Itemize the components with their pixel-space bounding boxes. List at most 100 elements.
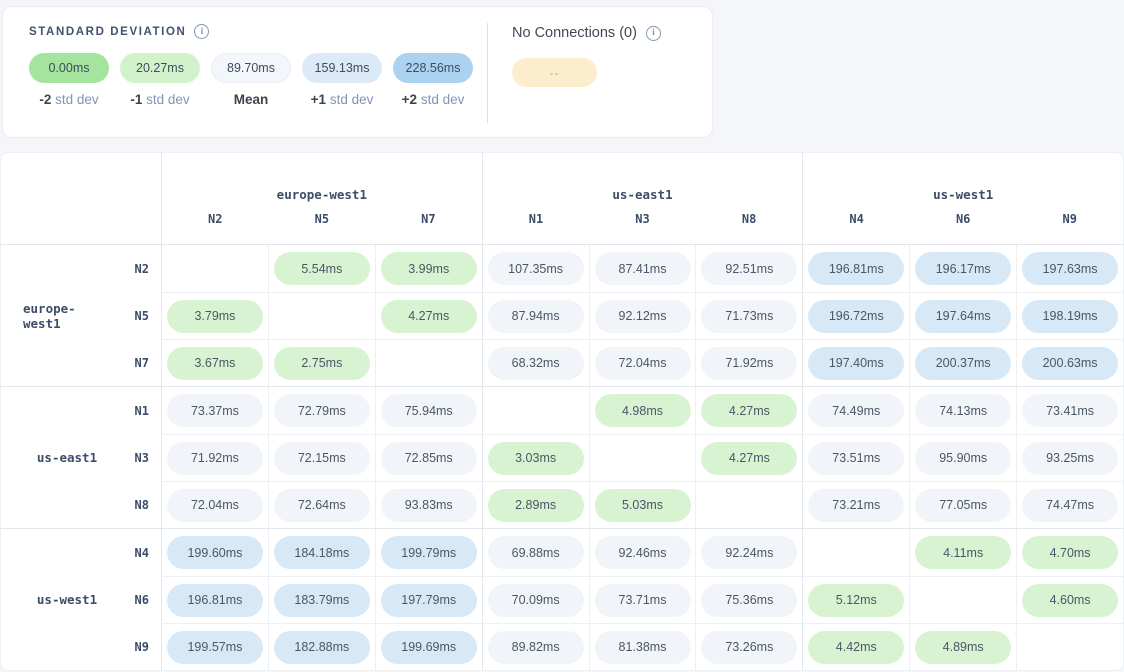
latency-cell: 87.94ms (481, 292, 589, 339)
empty-diagonal-cell (802, 529, 909, 576)
legend-pill-label: +2 std dev (401, 92, 465, 107)
matrix-column-headers: europe-west1 N2 N5 N7 us-east1 N1 N3 N8 us-west1… (1, 153, 1123, 244)
legend-pill-label: -1 std dev (130, 92, 190, 107)
row-node-label: N5 (134, 308, 149, 323)
latency-cell: 87.41ms (588, 245, 696, 292)
matrix-row: N4 199.60ms 184.18ms 199.79ms 69.88ms 92.46ms… (111, 529, 1123, 576)
empty-diagonal-cell (481, 387, 589, 434)
latency-cell: 75.36ms (695, 576, 803, 623)
row-node-label: N3 (134, 450, 149, 465)
row-node-label: N4 (134, 545, 149, 560)
matrix-row: N3 71.92ms 72.15ms 72.85ms 3.03ms 4.27ms 73.51… (111, 434, 1124, 481)
latency-pill: 89.82ms (487, 630, 584, 664)
row-node-label: N9 (134, 639, 149, 654)
matrix-row: N6 196.81ms 183.79ms 197.79ms 70.09ms 73.71ms… (111, 576, 1124, 623)
info-icon[interactable]: i (645, 25, 661, 41)
empty-diagonal-cell (695, 481, 803, 528)
latency-pill: 93.83ms (380, 488, 477, 522)
latency-pill: 73.21ms (808, 488, 905, 522)
latency-cell: 197.63ms (1016, 245, 1123, 292)
latency-cell: 196.17ms (909, 245, 1016, 292)
latency-cell: 198.19ms (1016, 292, 1124, 339)
latency-pill: 72.85ms (380, 441, 477, 475)
latency-pill: 74.47ms (1022, 488, 1119, 522)
latency-pill: 75.36ms (701, 583, 798, 617)
latency-cell: 3.67ms (161, 339, 268, 386)
latency-cell: 4.60ms (1016, 576, 1124, 623)
empty-diagonal-cell (1016, 623, 1124, 670)
latency-cell: 199.79ms (374, 529, 482, 576)
matrix-row: N5 3.79ms 4.27ms 87.94ms 92.12ms 71.73ms 196.7… (111, 292, 1124, 339)
latency-pill: 4.27ms (701, 441, 798, 475)
node-column-header: N5 (314, 212, 330, 226)
latency-pill: 199.60ms (166, 536, 263, 569)
latency-pill: 87.94ms (487, 299, 584, 333)
latency-cell: 73.37ms (161, 387, 268, 434)
latency-pill: 72.04ms (166, 488, 263, 522)
row-group-rows: N4 199.60ms 184.18ms 199.79ms 69.88ms 92.46ms… (111, 529, 1124, 670)
latency-pill: 81.38ms (594, 630, 691, 664)
latency-cell: 3.99ms (374, 245, 482, 292)
latency-cell: 4.89ms (909, 623, 1017, 670)
latency-pill: 107.35ms (487, 252, 584, 285)
legend-divider (487, 23, 488, 123)
latency-cell: 71.92ms (161, 434, 268, 481)
legend-pill-label: Mean (233, 92, 269, 107)
row-node-label: N1 (134, 403, 149, 418)
latency-pill: 4.11ms (915, 536, 1012, 569)
row-node-label: N7 (134, 355, 149, 370)
latency-cell: 73.26ms (695, 623, 803, 670)
latency-cell: 3.79ms (161, 292, 268, 339)
latency-cell: 196.81ms (161, 576, 268, 623)
latency-cell: 74.13ms (909, 387, 1016, 434)
latency-cell: 74.47ms (1016, 481, 1124, 528)
row-group-rows: N2 5.54ms 3.99ms 107.35ms 87.41ms 92.51ms 196.… (111, 245, 1124, 386)
latency-pill: 183.79ms (273, 583, 370, 617)
matrix-row-group: us-east1 N1 73.37ms 72.79ms 75.94ms 4.98ms 4.2… (1, 386, 1124, 528)
latency-pill: 92.51ms (701, 252, 798, 285)
latency-cell: 199.69ms (374, 623, 482, 670)
latency-pill: 182.88ms (273, 630, 370, 664)
latency-cell: 4.42ms (802, 623, 910, 670)
latency-cell: 75.94ms (374, 387, 482, 434)
latency-pill: 200.63ms (1022, 346, 1119, 380)
latency-pill: 4.27ms (701, 394, 798, 427)
legend-pill: 159.13ms (302, 53, 382, 83)
latency-cell: 5.03ms (588, 481, 696, 528)
column-group-header: us-east1 N1 N3 N8 (481, 153, 803, 244)
matrix-row-group: europe-west1 N2 5.54ms 3.99ms 107.35ms 87.41m… (1, 244, 1124, 386)
latency-cell: 2.75ms (267, 339, 375, 386)
latency-cell: 196.81ms (802, 245, 909, 292)
matrix-row: N9 199.57ms 182.88ms 199.69ms 89.82ms 81.38ms… (111, 623, 1124, 670)
latency-pill: 93.25ms (1022, 441, 1119, 475)
latency-cell: 3.03ms (481, 434, 589, 481)
row-group-label: us-east1 (36, 450, 98, 465)
latency-pill: 4.70ms (1022, 536, 1119, 569)
latency-cell: 5.12ms (802, 576, 910, 623)
latency-pill: 92.24ms (701, 536, 798, 569)
latency-pill: 3.79ms (166, 299, 263, 333)
latency-cell: 199.57ms (161, 623, 268, 670)
legend-pills: 0.00ms 20.27ms 89.70ms 159.13ms 228.56ms (29, 53, 487, 83)
latency-cell: 4.27ms (374, 292, 482, 339)
info-icon[interactable]: i (194, 24, 210, 39)
column-node-labels: N4 N6 N9 (803, 212, 1123, 226)
latency-pill: 74.13ms (915, 394, 1012, 427)
legend-pill-label: +1 std dev (310, 92, 374, 107)
row-node-label: N6 (134, 592, 149, 607)
latency-pill: 4.98ms (594, 394, 691, 427)
matrix-row: N1 73.37ms 72.79ms 75.94ms 4.98ms 4.27ms 74.49… (111, 387, 1123, 434)
empty-diagonal-cell (161, 245, 268, 292)
latency-cell: 4.27ms (695, 434, 803, 481)
no-connections-legend: No Connections (0) i -- (488, 7, 661, 137)
std-deviation-legend: STANDARD DEVIATION i 0.00ms 20.27ms 89.70m… (3, 7, 487, 137)
column-node-labels: N2 N5 N7 (162, 212, 482, 226)
latency-cell: 199.60ms (161, 529, 268, 576)
latency-cell: 197.40ms (802, 339, 910, 386)
latency-pill: 200.37ms (915, 346, 1012, 380)
latency-pill: 3.03ms (487, 441, 584, 475)
legend-pill: 89.70ms (211, 53, 291, 83)
column-node-labels: N1 N3 N8 (483, 212, 803, 226)
latency-pill: 4.60ms (1022, 583, 1119, 617)
latency-cell: 93.25ms (1016, 434, 1124, 481)
